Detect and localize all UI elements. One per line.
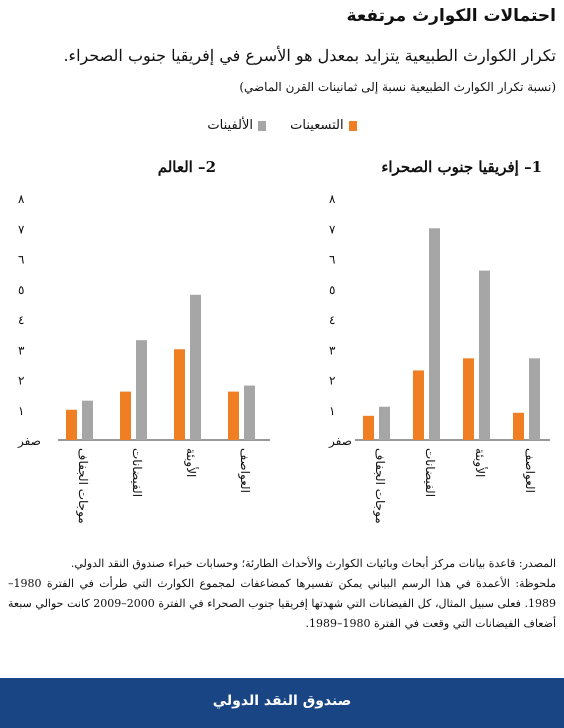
x-category-label-ssa: الفيضانات [423, 448, 437, 497]
y-tick-label-ssa: صفر [328, 434, 352, 448]
chart-title: احتمالات الكوارث مرتفعة [346, 6, 556, 26]
x-category-label-world: موجات الجفاف [76, 448, 90, 524]
note-line: ملحوظة: الأعمدة في هذا الرسم البياني يمك… [8, 577, 557, 630]
legend-label-series2: الألفينات [207, 118, 254, 133]
y-tick-label-world: ٣ [18, 343, 25, 357]
y-tick-label-world: ١ [18, 404, 24, 418]
bar-world-s2-1 [136, 340, 147, 440]
y-tick-label-ssa: ٣ [329, 343, 336, 357]
legend: التسعينات الألفينات [0, 118, 564, 133]
source-notes: المصدر: قاعدة بيانات مركز أبحاث وبائيات … [8, 554, 556, 634]
panel-title-world: 2– العالم [157, 158, 216, 176]
x-category-label-world: العواصف [238, 448, 252, 493]
legend-swatch-series2 [258, 120, 267, 131]
bar-world-s2-3 [244, 385, 255, 440]
x-category-label-ssa: العواصف [523, 448, 537, 493]
bar-ssa-s2-0 [379, 406, 390, 440]
bar-ssa-s1-2 [463, 358, 474, 440]
y-tick-label-world: ٢ [18, 374, 24, 388]
y-tick-label-ssa: ٤ [329, 313, 335, 327]
x-category-label-ssa: موجات الجفاف [373, 448, 387, 524]
y-tick-label-ssa: ٦ [329, 253, 335, 267]
bar-world-s2-2 [190, 294, 201, 440]
bar-ssa-s2-2 [479, 270, 490, 440]
x-category-label-world: الأوبئة [184, 448, 199, 477]
bar-world-s1-2 [174, 349, 185, 440]
legend-label-series1: التسعينات [290, 118, 344, 133]
y-tick-label-ssa: ٥ [329, 283, 335, 297]
bar-ssa-s1-1 [413, 370, 424, 440]
legend-item-series1: التسعينات [290, 118, 357, 133]
y-tick-label-ssa: ٨ [329, 192, 336, 206]
y-tick-label-world: ٧ [18, 222, 25, 236]
bar-world-s1-3 [228, 391, 239, 440]
bar-ssa-s1-0 [363, 415, 374, 440]
y-tick-label-world: ٨ [18, 192, 25, 206]
bar-ssa-s2-1 [429, 228, 440, 440]
y-tick-label-ssa: ١ [329, 404, 335, 418]
y-tick-label-world: ٤ [18, 313, 24, 327]
bar-world-s2-0 [82, 400, 93, 440]
bar-ssa-s2-3 [529, 358, 540, 440]
x-category-label-ssa: الأوبئة [473, 448, 488, 477]
panel-title-ssa: 1– إفريقيا جنوب الصحراء [381, 158, 542, 176]
chart-units-note: (نسبة تكرار الكوارث الطبيعية نسبة إلى ثم… [239, 80, 556, 94]
y-tick-label-world: صفر [17, 434, 41, 448]
legend-swatch-series1 [348, 120, 357, 131]
charts-area: صفر ١ ٢ ٣ ٤ ٥ ٦ ٧ ٨ موجات الجفاف الفيضانات الأوبئة ا… [17, 192, 550, 524]
y-tick-label-world: ٥ [18, 283, 24, 297]
source-line: المصدر: قاعدة بيانات مركز أبحاث وبائيات … [70, 557, 556, 570]
bar-ssa-s1-3 [513, 412, 524, 440]
chart-subtitle: تكرار الكوارث الطبيعية يتزايد بمعدل هو ا… [63, 46, 556, 65]
y-tick-label-ssa: ٢ [329, 374, 335, 388]
legend-item-series2: الألفينات [207, 118, 267, 133]
bar-world-s1-1 [120, 391, 131, 440]
x-category-label-world: الفيضانات [130, 448, 144, 497]
y-tick-label-ssa: ٧ [329, 222, 336, 236]
y-tick-label-world: ٦ [18, 253, 24, 267]
bar-world-s1-0 [66, 409, 77, 440]
footer-bar: صندوق النقد الدولي [0, 678, 564, 728]
